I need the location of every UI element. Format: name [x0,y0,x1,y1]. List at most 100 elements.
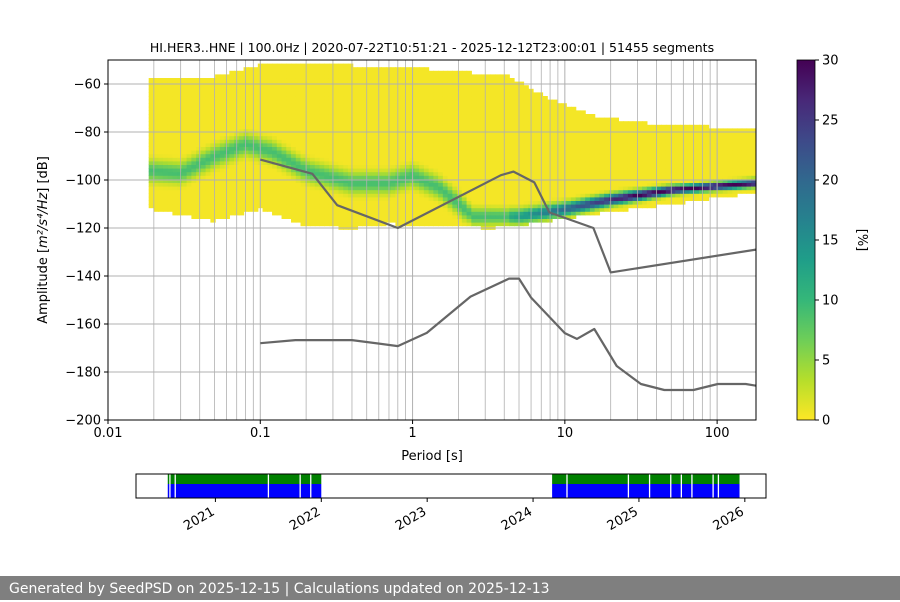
psd-heatmap-cell [414,74,420,79]
psd-heatmap-cell [699,196,705,201]
psd-heatmap-cell [328,171,335,176]
psd-heatmap-cell [713,153,719,158]
psd-heatmap-cell [580,196,586,201]
psd-heatmap-cell [433,171,439,176]
psd-heatmap-cell [523,110,529,115]
psd-heatmap-cell [580,168,586,173]
psd-heatmap-cell [219,204,226,209]
psd-heatmap-cell [514,103,520,108]
psd-heatmap-cell [556,207,563,212]
psd-heatmap-cell [172,204,178,209]
psd-heatmap-cell [575,124,582,129]
psd-heatmap-cell [452,150,458,155]
psd-heatmap-cell [495,78,501,83]
psd-heatmap-cell [495,142,501,147]
psd-heatmap-cell [291,160,297,165]
psd-heatmap-cell [471,175,477,180]
psd-heatmap-cell [490,178,496,183]
psd-heatmap-cell [466,106,472,111]
psd-heatmap-cell [191,175,197,180]
psd-heatmap-cell [476,142,482,147]
psd-heatmap-cell [362,164,368,169]
psd-heatmap-cell [272,207,278,212]
psd-heatmap-cell [328,204,335,209]
psd-heatmap-cell [438,175,444,180]
psd-heatmap-cell [447,200,453,205]
psd-heatmap-cell [642,139,648,144]
psd-heatmap-cell [295,150,302,155]
psd-heatmap-cell [447,74,453,79]
psd-heatmap-cell [566,121,572,126]
psd-heatmap-cell [433,214,439,219]
psd-heatmap-cell [438,106,444,111]
psd-heatmap-cell [537,196,544,201]
psd-heatmap-cell [708,146,714,151]
psd-heatmap-cell [741,160,748,165]
psd-heatmap-cell [224,106,230,111]
psd-heatmap-cell [737,175,743,180]
psd-heatmap-cell [400,135,406,140]
psd-heatmap-cell [433,186,439,191]
psd-heatmap-cell [656,150,662,155]
psd-heatmap-cell [215,85,221,90]
psd-heatmap-cell [580,150,586,155]
psd-heatmap-cell [741,182,748,187]
psd-heatmap-cell [324,99,330,104]
psd-heatmap-cell [158,139,164,144]
psd-heatmap-cell [314,142,321,147]
psd-heatmap-cell [215,171,221,176]
psd-heatmap-cell [533,128,539,133]
psd-heatmap-cell [357,204,363,209]
psd-heatmap-cell [551,204,558,209]
psd-heatmap-cell [319,178,325,183]
psd-heatmap-cell [703,128,710,133]
timeline-spans [167,474,740,498]
psd-heatmap-cell [253,168,259,173]
psd-heatmap-cell [680,175,686,180]
psd-heatmap-cell [485,160,491,165]
psd-heatmap-cell [295,139,302,144]
psd-heatmap-cell [200,207,207,212]
psd-heatmap-cell [333,186,340,191]
psd-heatmap-cell [333,142,340,147]
psd-heatmap-cell [694,182,700,187]
psd-heatmap-cell [371,178,378,183]
psd-heatmap-cell [267,193,273,198]
psd-heatmap-cell [703,142,710,147]
psd-heatmap-cell [585,175,591,180]
psd-heatmap-cell [210,164,216,169]
psd-heatmap-cell [253,128,259,133]
psd-heatmap-cell [324,67,330,72]
psd-heatmap-cell [646,168,653,173]
psd-heatmap-cell [632,186,638,191]
psd-heatmap-cell [670,135,676,140]
psd-heatmap-cell [684,182,691,187]
psd-heatmap-cell [205,99,211,104]
psd-heatmap-cell [262,139,268,144]
psd-heatmap-cell [404,117,411,122]
psd-heatmap-cell [499,146,506,151]
psd-heatmap-cell [186,121,192,126]
psd-heatmap-cell [215,74,221,79]
psd-heatmap-cell [314,124,321,129]
psd-heatmap-cell [471,103,477,108]
psd-heatmap-cell [238,142,245,147]
psd-heatmap-cell [746,178,752,183]
psd-heatmap-cell [352,164,359,169]
psd-heatmap-cell [646,178,653,183]
psd-heatmap-cell [447,160,453,165]
psd-heatmap-cell [428,114,434,119]
psd-heatmap-cell [281,85,287,90]
psd-heatmap-cell [713,171,719,176]
psd-heatmap-cell [362,182,368,187]
psd-heatmap-cell [272,128,278,133]
psd-heatmap-cell [319,168,325,173]
psd-heatmap-cell [741,146,748,151]
psd-heatmap-cell [357,218,363,223]
psd-heatmap-cell [196,171,202,176]
psd-heatmap-cell [504,211,510,216]
psd-heatmap-cell [324,88,330,93]
psd-heatmap-cell [694,186,700,191]
psd-heatmap-cell [305,103,311,108]
psd-heatmap-cell [442,196,449,201]
